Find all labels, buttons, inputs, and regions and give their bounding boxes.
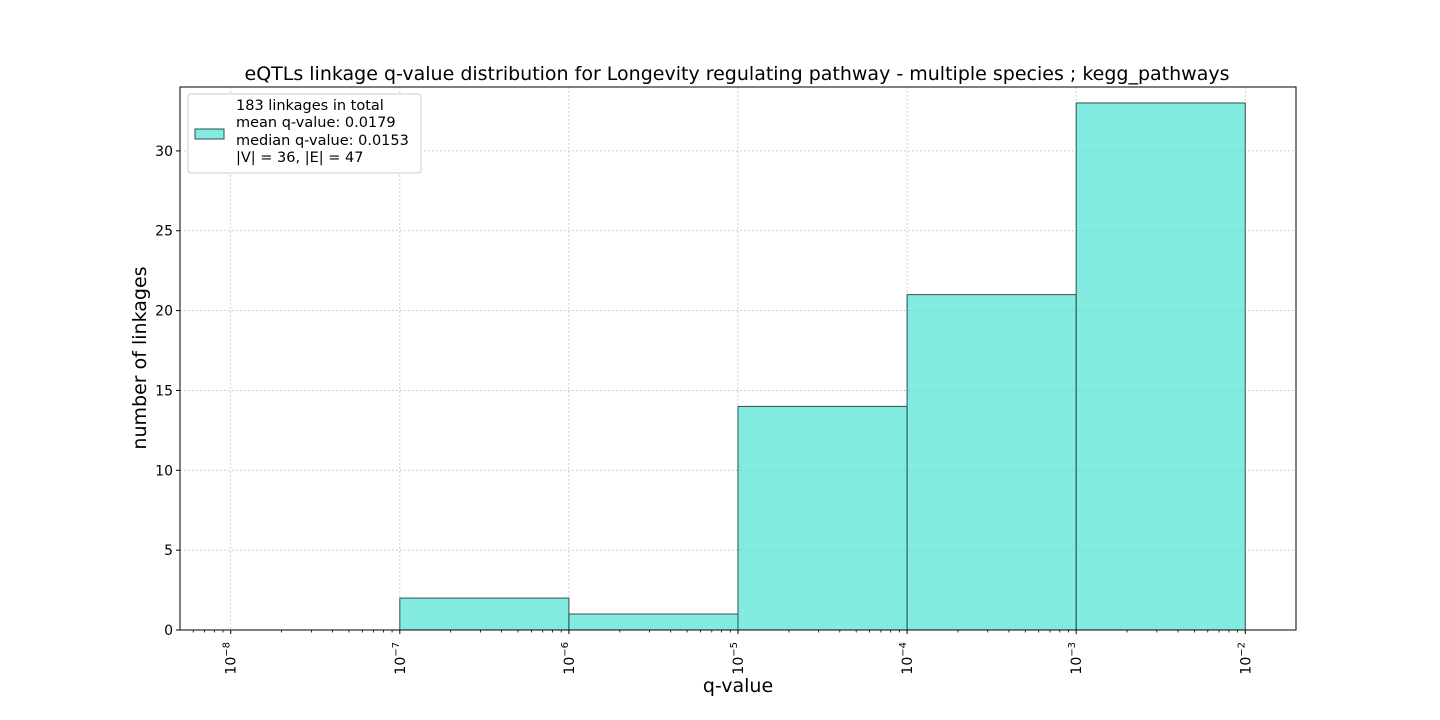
legend-line-mean: mean q-value: 0.0179	[236, 115, 396, 131]
y-tick-label: 30	[155, 144, 173, 160]
y-tick-label: 0	[164, 623, 173, 639]
histogram-bar	[1075, 102, 1246, 631]
x-tick-label: 10−2	[1236, 642, 1254, 675]
y-tick-label: 5	[164, 543, 173, 559]
legend-line-graph-size: |V| = 36, |E| = 47	[236, 150, 363, 166]
x-axis-label: q-value	[703, 675, 773, 697]
histogram-bar	[906, 294, 1077, 631]
y-tick-label: 10	[155, 463, 173, 479]
x-axis-ticks: 10−8 10−7 10−6 10−5 10−4 10−3 10−2	[192, 630, 1254, 675]
legend-swatch	[194, 128, 225, 140]
y-tick-label: 20	[155, 304, 173, 320]
legend-box	[187, 93, 422, 174]
bars	[399, 102, 1246, 631]
x-tick-label: 10−8	[222, 642, 240, 675]
legend: 183 linkages in total mean q-value: 0.01…	[187, 93, 422, 174]
y-axis-label: number of linkages	[129, 266, 151, 449]
x-tick-label: 10−5	[729, 642, 747, 675]
histogram-bar	[568, 613, 739, 631]
y-axis-ticks: 0 5 10 15 20 25 30	[155, 144, 180, 639]
legend-line-median: median q-value: 0.0153	[236, 133, 409, 149]
x-tick-label: 10−6	[560, 642, 578, 675]
legend-line-total: 183 linkages in total	[236, 98, 384, 114]
x-tick-label: 10−4	[898, 642, 916, 675]
x-tick-label: 10−3	[1067, 642, 1085, 675]
chart-title: eQTLs linkage q-value distribution for L…	[245, 63, 1230, 85]
x-tick-label: 10−7	[391, 642, 409, 675]
y-tick-label: 15	[155, 383, 173, 399]
histogram-bar	[737, 405, 908, 631]
y-tick-label: 25	[155, 224, 173, 240]
histogram-bar	[399, 597, 570, 631]
